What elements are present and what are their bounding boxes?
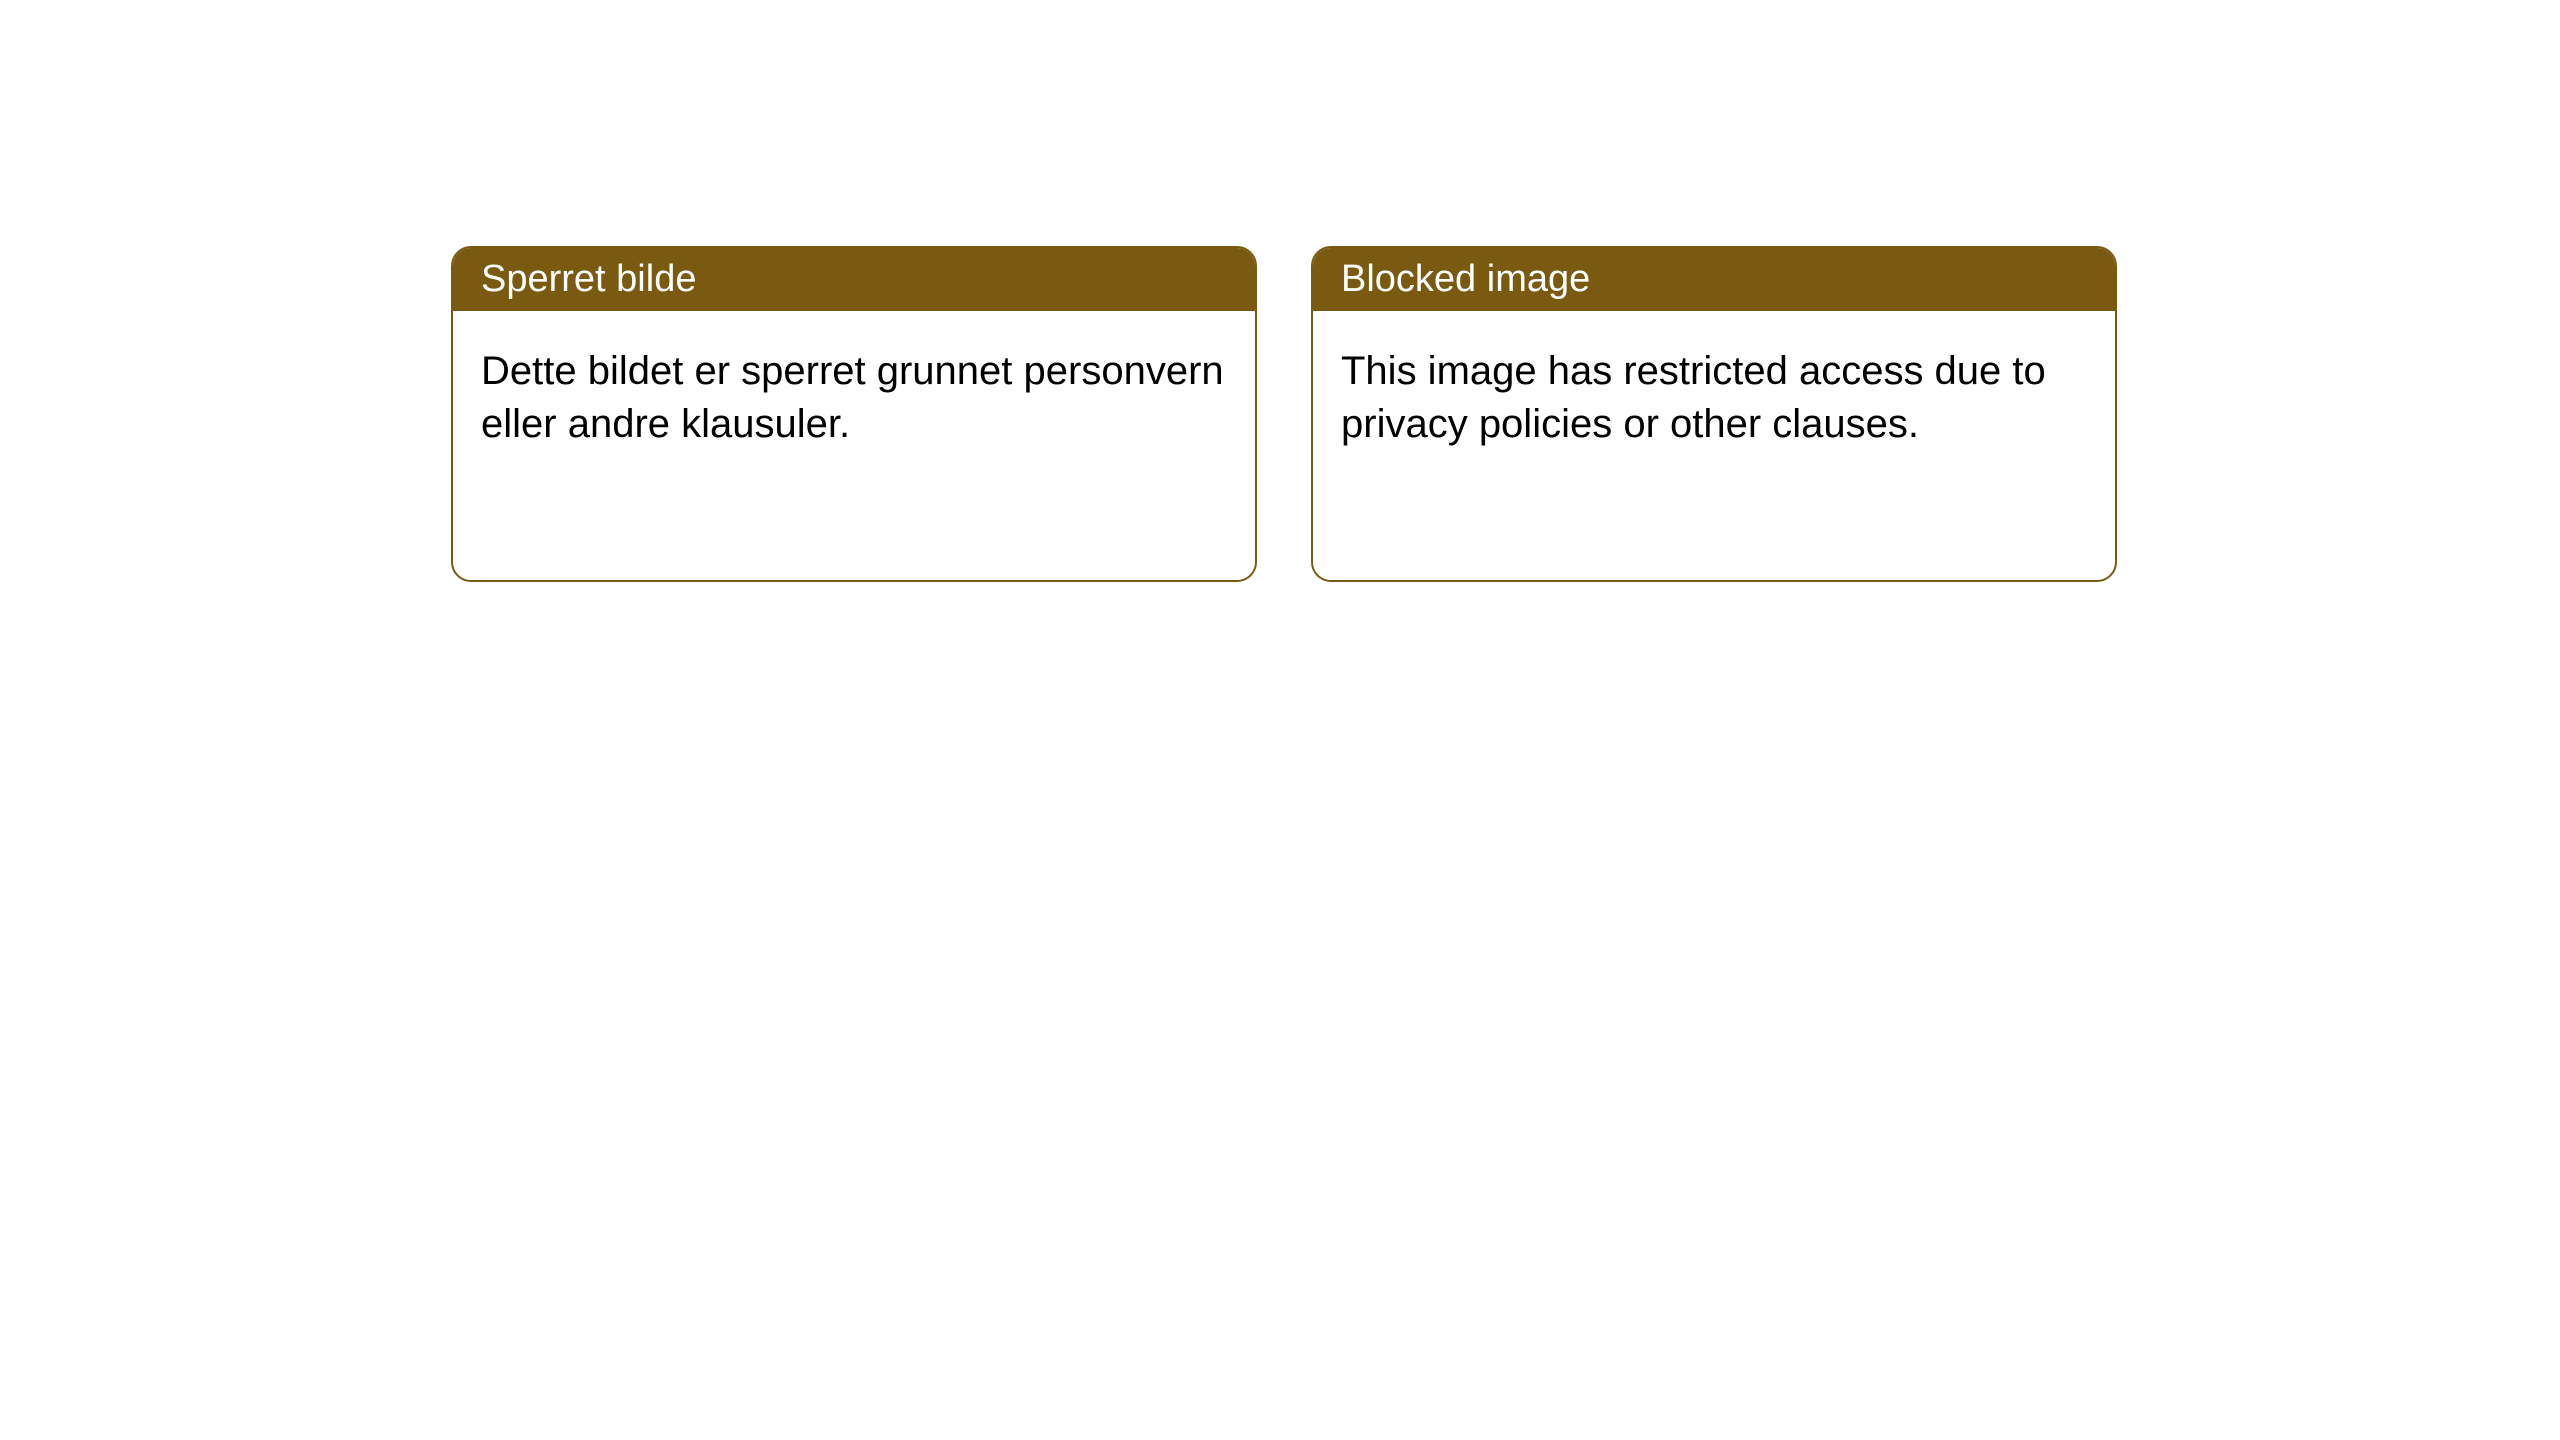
- notice-card-title: Sperret bilde: [453, 248, 1255, 311]
- notice-card-body: This image has restricted access due to …: [1313, 311, 2115, 485]
- notice-card-body: Dette bildet er sperret grunnet personve…: [453, 311, 1255, 485]
- notice-card-english: Blocked image This image has restricted …: [1311, 246, 2117, 582]
- notice-card-title: Blocked image: [1313, 248, 2115, 311]
- notice-card-norwegian: Sperret bilde Dette bildet er sperret gr…: [451, 246, 1257, 582]
- notice-cards-container: Sperret bilde Dette bildet er sperret gr…: [0, 0, 2560, 582]
